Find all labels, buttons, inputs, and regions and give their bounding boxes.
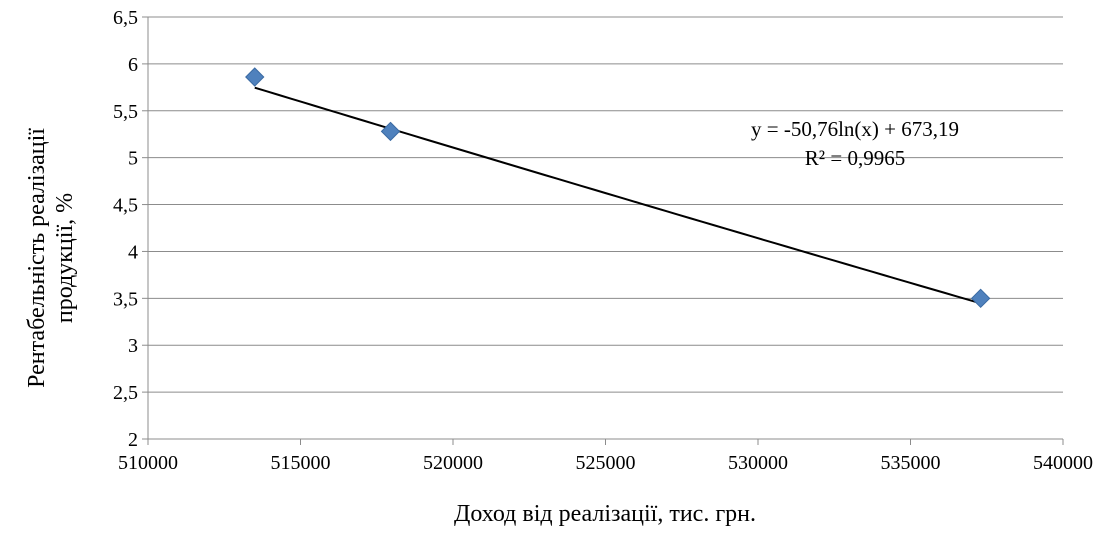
y-axis-title-line-1: Рентабельність реалізації [24,128,50,388]
y-tick-label: 6,5 [113,7,138,29]
y-tick-label: 2,5 [113,382,138,404]
trendline-equation: y = -50,76ln(x) + 673,19 [751,117,959,141]
x-tick-label: 530000 [728,452,788,474]
y-tick-label: 5,5 [113,101,138,123]
axes [142,16,1064,445]
trendline [254,86,981,305]
data-point-marker [245,67,265,87]
y-tick-label: 5 [128,148,138,170]
y-tick-label: 3 [128,335,138,357]
x-tick-label: 515000 [271,452,331,474]
x-tick-label: 520000 [423,452,483,474]
trendline-group [254,86,981,305]
y-axis-title-line-2: продукції, % [52,193,78,323]
y-tick-label: 4 [128,241,138,263]
x-tick-label: 510000 [118,452,178,474]
trendline-r-squared: R² = 0,9965 [805,146,905,170]
x-tick-label: 535000 [881,452,941,474]
gridlines [148,16,1063,393]
data-point-marker [970,288,991,309]
data-points [245,67,991,309]
x-tick-labels: 510000 515000 520000 525000 530000 535000 5400… [118,452,1093,474]
y-axis-title-group: Рентабельність реалізації продукції, % [24,128,78,388]
data-point-marker [380,121,401,142]
x-axis-title: Доход від реалізації, тис. грн. [454,501,756,527]
y-tick-labels: 2 2,5 3 3,5 4 4,5 5 5,5 6 6,5 [113,7,138,451]
x-tick-label: 525000 [576,452,636,474]
y-tick-label: 3,5 [113,288,138,310]
y-tick-label: 2 [128,429,138,451]
x-tick-label: 540000 [1033,452,1093,474]
y-tick-label: 4,5 [113,195,138,217]
y-tick-label: 6 [128,54,138,76]
